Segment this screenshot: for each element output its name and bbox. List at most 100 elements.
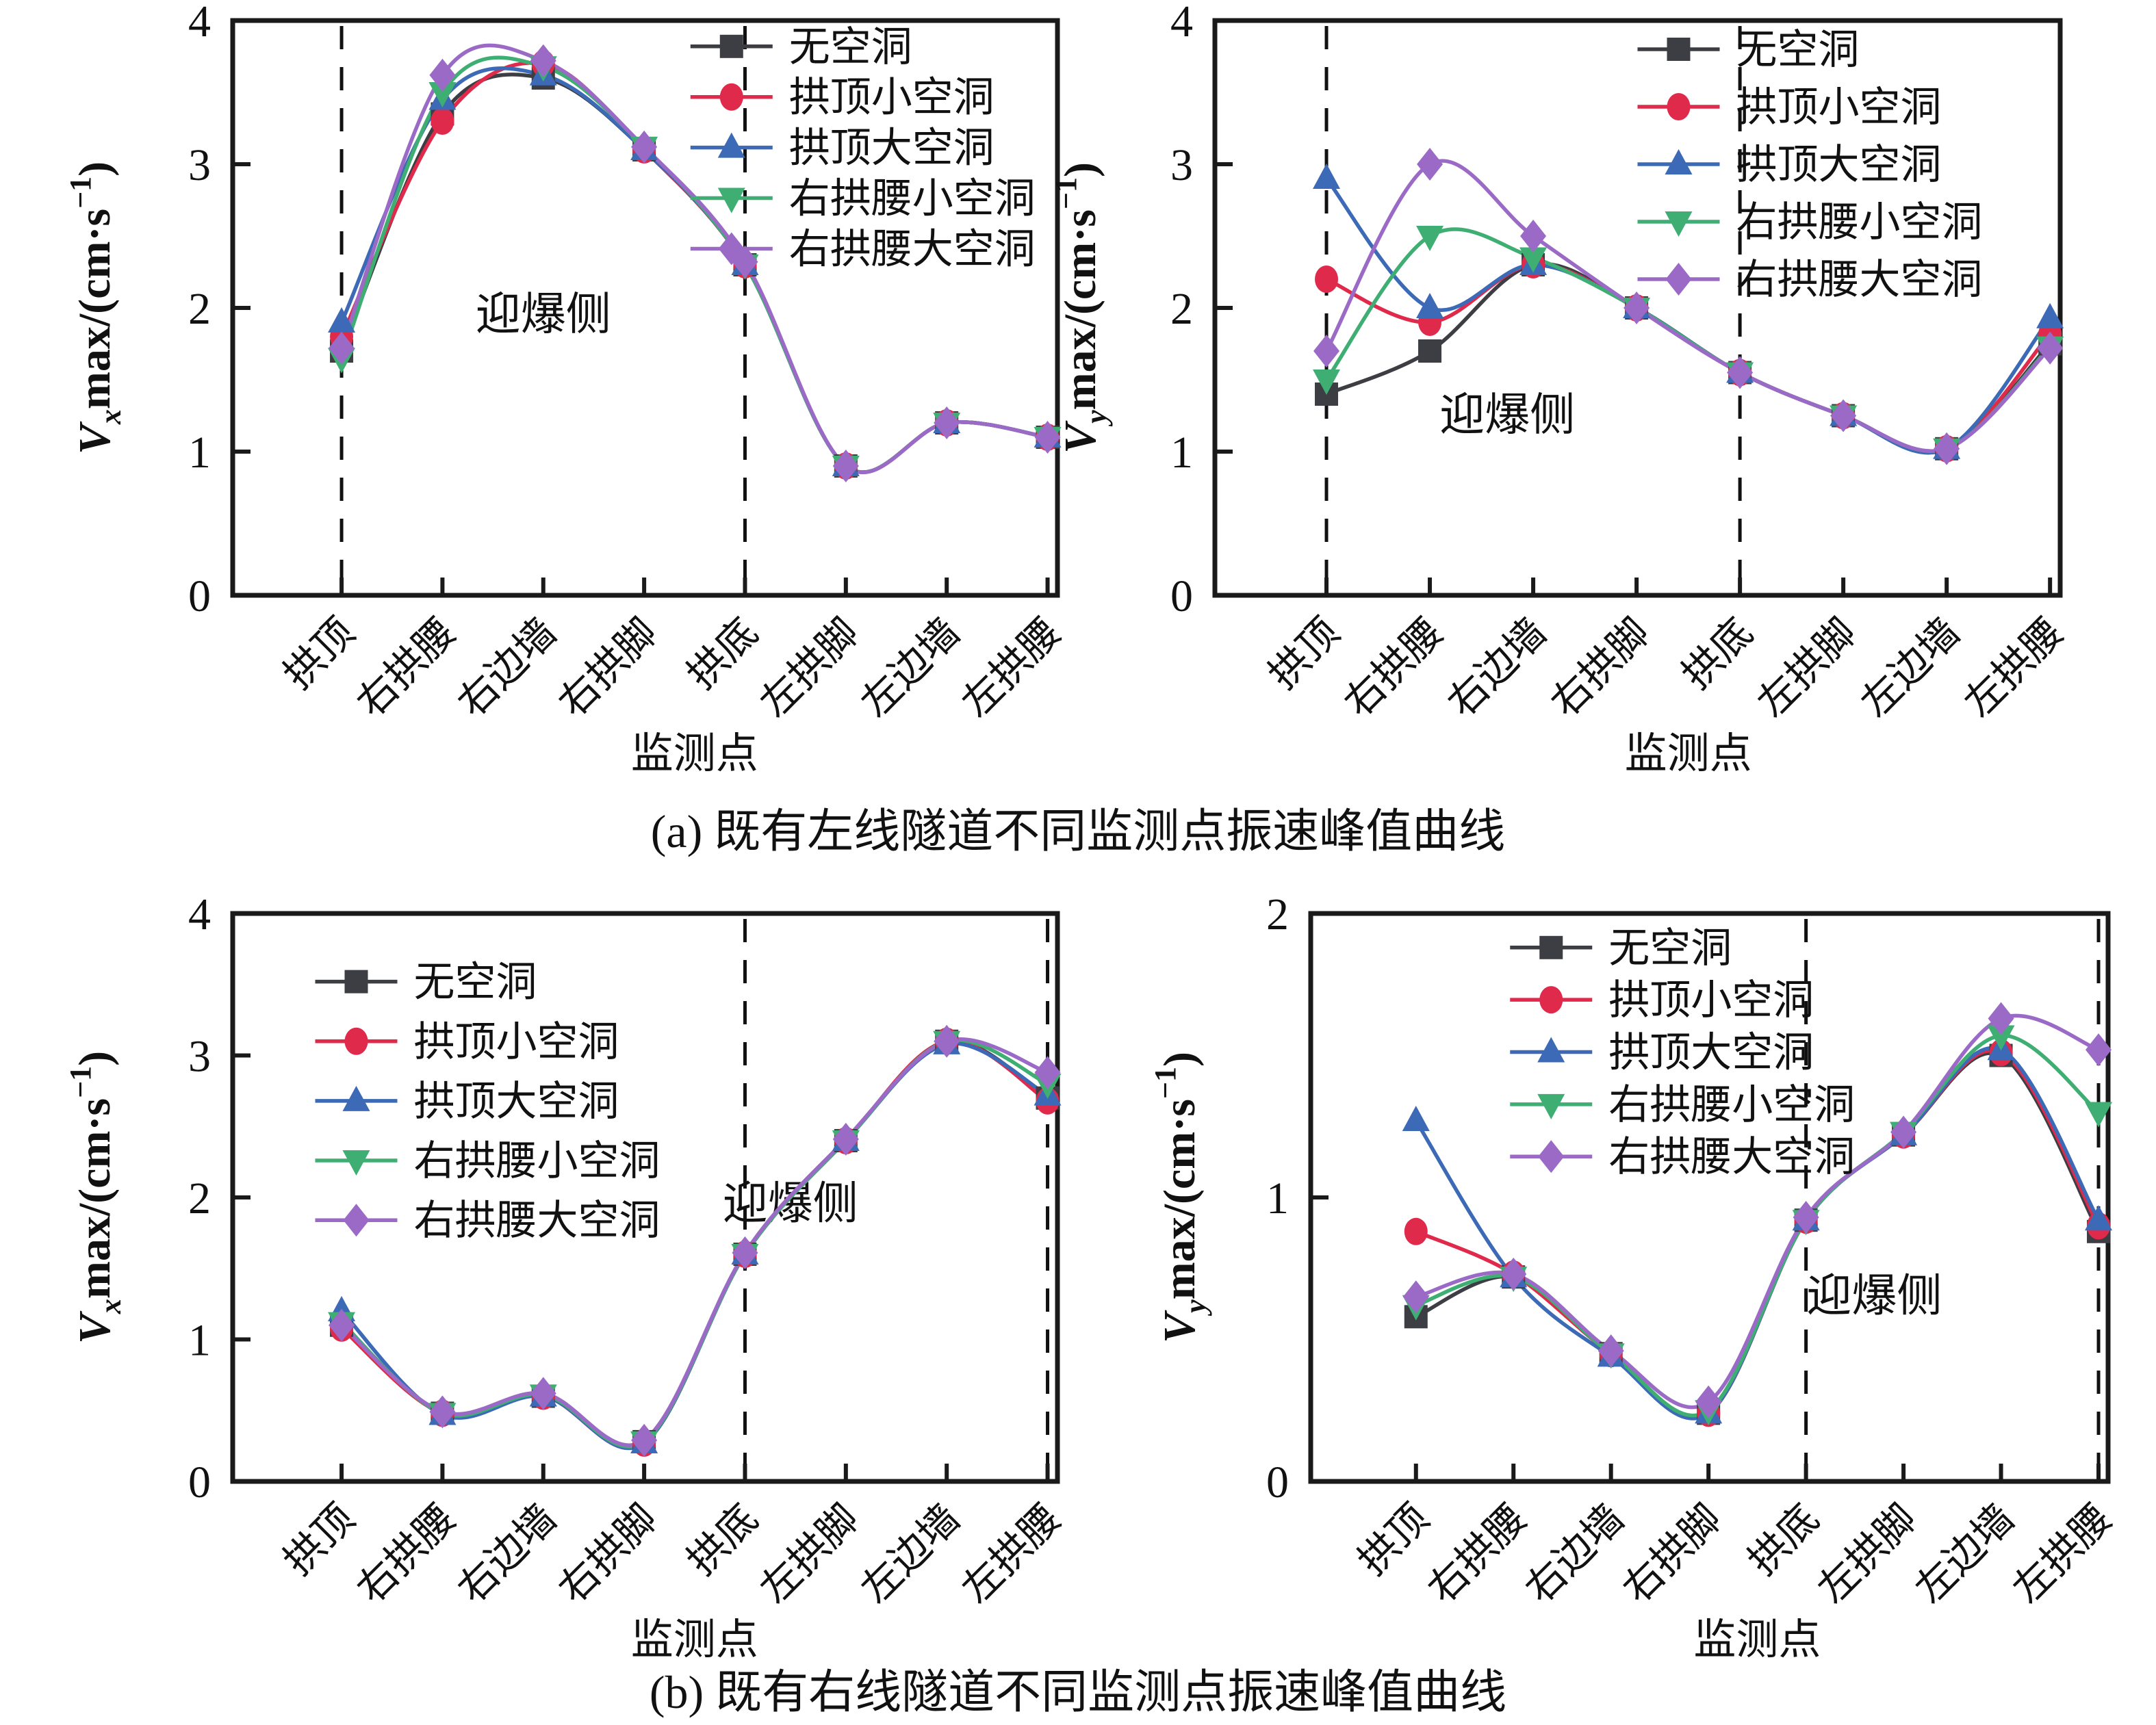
legend-item: 右拱腰小空洞 bbox=[1637, 200, 1983, 245]
diamond-marker-icon bbox=[732, 1236, 758, 1269]
y-tick-label: 4 bbox=[188, 0, 211, 47]
diamond-marker-icon bbox=[429, 1395, 456, 1429]
x-tick-label: 拱顶 bbox=[1350, 1496, 1437, 1583]
legend-label: 右拱腰大空洞 bbox=[1736, 257, 1983, 302]
y-tick-label: 2 bbox=[1170, 284, 1193, 334]
x-tick-label: 左拱腰 bbox=[2004, 1496, 2120, 1611]
triangle-down-marker-icon bbox=[1519, 247, 1548, 273]
legend-label: 拱顶小空洞 bbox=[1736, 85, 1942, 130]
triangle-up-marker-icon bbox=[1313, 164, 1341, 189]
legend-label: 右拱腰小空洞 bbox=[1608, 1082, 1855, 1128]
legend-item: 右拱腰小空洞 bbox=[690, 177, 1036, 222]
legend-item: 拱顶小空洞 bbox=[315, 1020, 619, 1065]
diamond-marker-icon bbox=[1500, 1258, 1527, 1291]
diamond-marker-icon bbox=[1934, 432, 1960, 465]
legend-item: 右拱腰大空洞 bbox=[315, 1198, 660, 1243]
x-tick-label: 拱顶 bbox=[275, 610, 363, 697]
triangle-down-marker-icon bbox=[1665, 211, 1693, 237]
x-tick-label: 左拱脚 bbox=[752, 610, 867, 725]
diamond-marker-icon bbox=[1034, 421, 1061, 454]
circle-marker-icon bbox=[1404, 1217, 1428, 1245]
triangle-down-marker-icon bbox=[1537, 1093, 1565, 1119]
square-marker-icon bbox=[1539, 935, 1563, 959]
x-tick-label: 左拱腰 bbox=[953, 1496, 1069, 1611]
legend-item: 拱顶小空洞 bbox=[1637, 85, 1942, 130]
legend-label: 拱顶小空洞 bbox=[789, 75, 994, 120]
x-tick-label: 左边墙 bbox=[852, 1496, 968, 1611]
x-tick-label: 拱底 bbox=[1673, 610, 1761, 697]
legend-item: 拱顶大空洞 bbox=[315, 1079, 619, 1124]
triangle-up-marker-icon bbox=[1665, 149, 1693, 174]
legend-item: 拱顶大空洞 bbox=[690, 126, 994, 171]
triangle-down-marker-icon bbox=[428, 82, 457, 107]
legend-label: 拱顶小空洞 bbox=[414, 1020, 619, 1065]
triangle-up-marker-icon bbox=[2085, 1205, 2113, 1231]
y-tick-label: 1 bbox=[188, 428, 211, 478]
diamond-marker-icon bbox=[631, 1423, 658, 1457]
y-tick-label: 3 bbox=[1170, 140, 1193, 190]
square-marker-icon bbox=[1418, 339, 1442, 363]
y-tick-label: 2 bbox=[1266, 890, 1289, 939]
legend-label: 拱顶小空洞 bbox=[1608, 978, 1814, 1023]
x-tick-label: 左边墙 bbox=[1907, 1496, 2023, 1611]
circle-marker-icon bbox=[431, 107, 454, 135]
x-tick-label: 左拱脚 bbox=[1809, 1496, 1925, 1611]
legend-label: 无空洞 bbox=[1608, 926, 1732, 971]
triangle-down-marker-icon bbox=[717, 187, 745, 213]
legend-label: 右拱腰大空洞 bbox=[1608, 1134, 1855, 1180]
diamond-marker-icon bbox=[934, 1024, 960, 1058]
x-tick-label: 左拱脚 bbox=[1749, 610, 1864, 725]
blast-side-annotation: 迎爆侧 bbox=[1439, 391, 1575, 441]
diamond-marker-icon bbox=[1034, 1056, 1061, 1089]
y-tick-label: 0 bbox=[188, 1457, 211, 1507]
x-axis-title: 监测点 bbox=[631, 1617, 758, 1663]
diamond-marker-icon bbox=[2037, 331, 2064, 365]
legend-item: 右拱腰小空洞 bbox=[1510, 1082, 1855, 1128]
diamond-marker-icon bbox=[1624, 291, 1650, 324]
triangle-up-marker-icon bbox=[1416, 293, 1444, 318]
legend-item: 无空洞 bbox=[690, 25, 912, 70]
triangle-up-marker-icon bbox=[717, 132, 745, 158]
x-tick-label: 拱底 bbox=[679, 1496, 767, 1583]
diamond-marker-icon bbox=[1538, 1140, 1565, 1173]
x-tick-label: 右拱腰 bbox=[348, 610, 464, 725]
diamond-marker-icon bbox=[1988, 1002, 2014, 1035]
y-tick-label: 1 bbox=[1170, 428, 1193, 478]
x-tick-label: 右拱腰 bbox=[1419, 1496, 1535, 1611]
diamond-marker-icon bbox=[429, 58, 456, 92]
square-marker-icon bbox=[344, 970, 368, 994]
legend-item: 拱顶大空洞 bbox=[1510, 1030, 1814, 1076]
triangle-up-marker-icon bbox=[328, 307, 356, 333]
y-tick-label: 3 bbox=[188, 1032, 211, 1082]
x-tick-label: 右拱脚 bbox=[1542, 610, 1658, 725]
x-tick-label: 拱顶 bbox=[1260, 610, 1348, 697]
legend-label: 拱顶大空洞 bbox=[789, 126, 994, 171]
diamond-marker-icon bbox=[1665, 263, 1692, 296]
legend-label: 拱顶大空洞 bbox=[1736, 142, 1942, 187]
x-tick-label: 拱顶 bbox=[275, 1496, 363, 1583]
diamond-marker-icon bbox=[832, 450, 859, 482]
diamond-marker-icon bbox=[343, 1204, 370, 1237]
circle-marker-icon bbox=[344, 1027, 368, 1055]
triangle-up-marker-icon bbox=[1537, 1037, 1565, 1063]
square-marker-icon bbox=[719, 34, 743, 58]
diamond-marker-icon bbox=[1695, 1385, 1722, 1418]
legend-label: 无空洞 bbox=[1736, 27, 1860, 73]
x-axis-title: 监测点 bbox=[1693, 1617, 1821, 1663]
square-marker-icon bbox=[1667, 38, 1691, 61]
plot-frame bbox=[230, 911, 1060, 1484]
legend-item: 右拱腰小空洞 bbox=[315, 1139, 660, 1184]
x-tick-label: 右拱脚 bbox=[550, 610, 665, 725]
x-axis-title: 监测点 bbox=[631, 731, 758, 777]
circle-marker-icon bbox=[1667, 93, 1691, 120]
legend-label: 拱顶大空洞 bbox=[414, 1079, 619, 1124]
legend-item: 无空洞 bbox=[315, 960, 537, 1005]
y-tick-label: 2 bbox=[188, 1173, 211, 1223]
x-tick-label: 左拱腰 bbox=[953, 610, 1069, 725]
legend-item: 拱顶小空洞 bbox=[690, 75, 994, 120]
diamond-marker-icon bbox=[329, 1308, 355, 1342]
x-tick-label: 左拱腰 bbox=[1955, 610, 2071, 725]
legend-item: 右拱腰大空洞 bbox=[1510, 1134, 1855, 1180]
